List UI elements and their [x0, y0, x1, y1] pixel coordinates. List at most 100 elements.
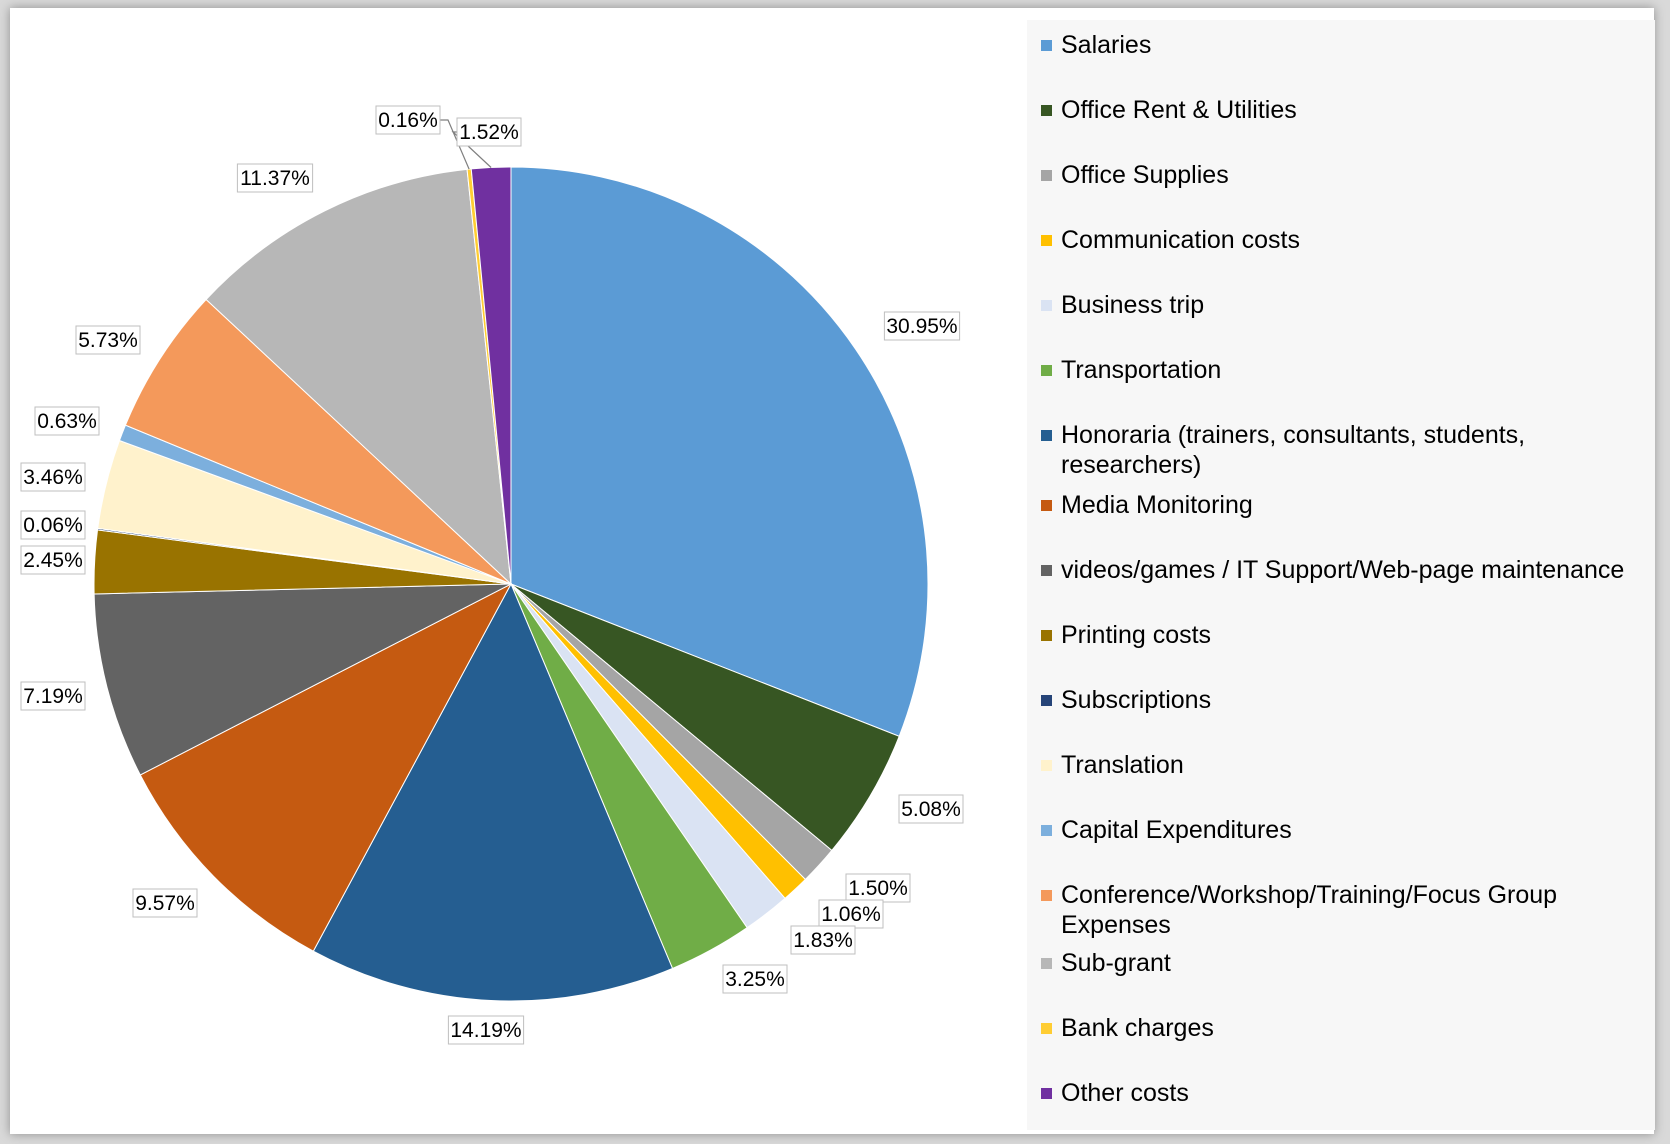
- data-label-box: [722, 964, 788, 994]
- data-label-text: 1.06%: [821, 903, 881, 926]
- data-label: 1.83%: [790, 925, 856, 955]
- data-label-box: [132, 888, 198, 918]
- data-label-box: [20, 681, 86, 711]
- legend-label: Media Monitoring: [1061, 491, 1253, 519]
- data-label-text: 5.73%: [78, 329, 138, 352]
- legend-item: Other costs: [1041, 1078, 1641, 1108]
- data-label: 5.73%: [75, 325, 141, 355]
- legend-label: Conference/Workshop/Training/Focus Group…: [1061, 881, 1558, 939]
- data-label-text: 0.06%: [23, 514, 83, 537]
- data-label-box: [898, 794, 964, 824]
- data-label-text: 2.45%: [23, 549, 83, 572]
- legend-swatch: [1041, 565, 1052, 576]
- data-label-text: 3.46%: [23, 466, 83, 489]
- data-label: 7.19%: [20, 681, 86, 711]
- legend-swatch: [1041, 300, 1052, 311]
- data-label-box: [236, 163, 314, 193]
- legend-swatch: [1041, 695, 1052, 706]
- leader-line: [440, 119, 470, 170]
- data-label-text: 1.50%: [848, 877, 908, 900]
- pie-slice-media-monitoring: [139, 582, 513, 952]
- legend-label: Office Supplies: [1061, 161, 1229, 189]
- legend-item: Sub-grant: [1041, 948, 1641, 978]
- legend-swatch: [1041, 430, 1052, 441]
- data-labels: 30.95% 5.08% 1.50% 1.06% 1.83% 3.25% 14.19% 9.5…: [20, 105, 964, 1045]
- data-label-text: 9.57%: [135, 892, 195, 915]
- legend: Salaries Office Rent & Utilities Office Su…: [1027, 20, 1655, 1130]
- legend-item: Printing costs: [1041, 620, 1641, 650]
- legend-swatch: [1041, 365, 1052, 376]
- data-label-box: [447, 1015, 525, 1045]
- data-label-text: 0.16%: [378, 109, 438, 132]
- data-label: 1.06%: [818, 899, 884, 929]
- data-label-text: 0.63%: [37, 410, 97, 433]
- data-label-text: 5.08%: [901, 798, 961, 821]
- legend-label: Sub-grant: [1061, 949, 1171, 977]
- pie-slice-sub-grant: [205, 168, 512, 586]
- data-label-box: [790, 925, 856, 955]
- legend-swatch: [1041, 958, 1052, 969]
- leader-line: [451, 131, 492, 168]
- legend-item: Honoraria (trainers, consultants, studen…: [1041, 420, 1641, 480]
- legend-item: Business trip: [1041, 290, 1641, 320]
- data-label: 0.63%: [34, 406, 100, 436]
- legend-swatch: [1041, 105, 1052, 116]
- legend-label: Capital Expenditures: [1061, 816, 1292, 844]
- legend-item: Office Supplies: [1041, 160, 1641, 190]
- chart-frame: 30.95% 5.08% 1.50% 1.06% 1.83% 3.25% 14.19% 9.5…: [10, 8, 1655, 1134]
- data-label-text: 3.25%: [725, 968, 785, 991]
- legend-label: Printing costs: [1061, 621, 1212, 649]
- data-label: 14.19%: [447, 1015, 525, 1045]
- data-label: 11.37%: [236, 163, 314, 193]
- data-label: 30.95%: [883, 311, 961, 341]
- legend-swatch: [1041, 170, 1052, 181]
- data-label-box: [375, 105, 441, 135]
- data-label: 1.52%: [456, 117, 522, 147]
- pie-slice-salaries: [510, 166, 929, 737]
- legend-swatch: [1041, 40, 1052, 51]
- legend-label: videos/games / IT Support/Web-page maint…: [1061, 556, 1625, 584]
- leader-lines: [440, 119, 492, 170]
- legend-swatch: [1041, 825, 1052, 836]
- data-label-box: [34, 406, 100, 436]
- legend-label: Bank charges: [1061, 1014, 1214, 1042]
- data-label: 9.57%: [132, 888, 198, 918]
- data-label-box: [883, 311, 961, 341]
- legend-swatch: [1041, 890, 1052, 901]
- legend-swatch: [1041, 760, 1052, 771]
- legend-label: Transportation: [1061, 356, 1222, 384]
- legend-label: Salaries: [1061, 31, 1152, 59]
- legend-swatch: [1041, 500, 1052, 511]
- legend-label: Office Rent & Utilities: [1061, 96, 1297, 124]
- data-label-box: [20, 462, 86, 492]
- legend-item: Conference/Workshop/Training/Focus Group…: [1041, 880, 1641, 940]
- legend-label: Other costs: [1061, 1079, 1189, 1107]
- legend-item: Transportation: [1041, 355, 1641, 385]
- data-label-text: 1.83%: [793, 929, 853, 952]
- legend-swatch: [1041, 235, 1052, 246]
- pie-slices: [93, 166, 929, 1002]
- data-label-text: 14.19%: [450, 1019, 521, 1042]
- legend-swatch: [1041, 1023, 1052, 1034]
- legend-swatch: [1041, 1088, 1052, 1099]
- pie-slice-honoraria-trainers-consultants-students-researchers: [312, 582, 674, 1002]
- data-label-box: [20, 510, 86, 540]
- data-label-text: 11.37%: [240, 167, 310, 190]
- legend-item: Salaries: [1041, 30, 1641, 60]
- legend-item: Capital Expenditures: [1041, 815, 1641, 845]
- data-label-text: 30.95%: [886, 315, 957, 338]
- legend-item: videos/games / IT Support/Web-page maint…: [1041, 555, 1641, 585]
- legend-label: Honoraria (trainers, consultants, studen…: [1061, 421, 1526, 479]
- legend-item: Communication costs: [1041, 225, 1641, 255]
- legend-label: Translation: [1061, 751, 1184, 779]
- data-label: 5.08%: [898, 794, 964, 824]
- data-label: 1.50%: [845, 873, 911, 903]
- legend-item: Media Monitoring: [1041, 490, 1641, 520]
- data-label-text: 1.52%: [459, 121, 519, 144]
- legend-item: Translation: [1041, 750, 1641, 780]
- data-label: 2.45%: [20, 545, 86, 575]
- legend-swatch: [1041, 630, 1052, 641]
- legend-item: Office Rent & Utilities: [1041, 95, 1641, 125]
- legend-item: Bank charges: [1041, 1013, 1641, 1043]
- data-label: 0.06%: [20, 510, 86, 540]
